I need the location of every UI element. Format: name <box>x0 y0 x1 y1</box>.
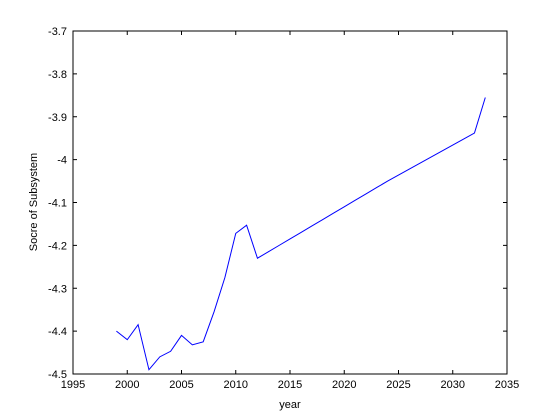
x-tick-label: 2000 <box>115 379 139 391</box>
y-tick-label: -4.1 <box>48 198 67 210</box>
y-tick-label: -4 <box>57 155 67 167</box>
y-axis: -4.5 -4.4 -4.3 -4.2 -4.1 -4 -3.9 -3.8 -3.7 <box>48 26 507 381</box>
x-axis: 1995 2000 2005 2010 2015 2020 2025 2030 2035 <box>61 31 519 391</box>
y-tick-label: -4.2 <box>48 240 67 252</box>
x-tick-label: 2020 <box>332 379 356 391</box>
plot-area <box>72 30 508 375</box>
series-layer <box>116 97 486 371</box>
y-tick-label: -3.9 <box>48 112 67 124</box>
x-tick-label: 2030 <box>441 379 465 391</box>
x-tick-label: 2005 <box>169 379 193 391</box>
y-tick-label: -4.4 <box>48 326 67 338</box>
x-tick-label: 2025 <box>386 379 410 391</box>
x-tick-label: 2035 <box>495 379 519 391</box>
x-tick-label: 1995 <box>61 379 85 391</box>
x-tick-label: 2010 <box>224 379 248 391</box>
y-tick-label: -4.5 <box>48 369 67 381</box>
y-tick-label: -3.7 <box>48 26 67 38</box>
y-tick-label: -3.8 <box>48 69 67 81</box>
x-axis-label: year <box>279 399 301 411</box>
y-axis-label: Socre of Subsystem <box>28 153 40 251</box>
y-tick-label: -4.3 <box>48 283 67 295</box>
x-tick-label: 2015 <box>278 379 302 391</box>
series-line <box>116 97 486 371</box>
